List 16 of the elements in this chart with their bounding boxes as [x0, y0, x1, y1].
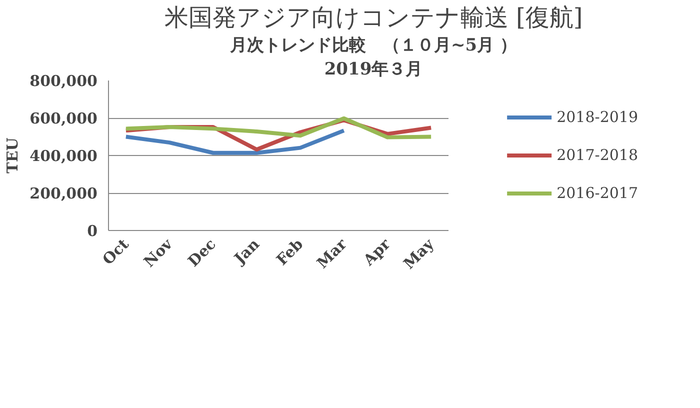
chart-title: 米国発アジア向けコンテナ輸送 [復航]	[164, 4, 583, 32]
y-axis-title: TEU	[4, 138, 22, 174]
y-tick-label: 400,000	[30, 147, 98, 165]
y-tick-label: 0	[87, 222, 98, 240]
legend-label: 2017-2018	[556, 146, 638, 164]
x-tick-label: Feb	[272, 235, 307, 269]
y-tick-label: 600,000	[30, 110, 98, 128]
x-tick-label: Oct	[98, 235, 132, 268]
text: 2019年３月	[324, 60, 423, 80]
chart-subtitle: 月次トレンド比較 （１０月~5月 ）	[229, 36, 518, 56]
y-tick-label: 800,000	[30, 72, 98, 90]
y-tick-label: 200,000	[30, 184, 98, 202]
line-series	[124, 116, 434, 140]
legend-label: 2018-2019	[556, 108, 638, 126]
legend-label: 2016-2017	[556, 184, 638, 202]
line-series	[124, 128, 346, 155]
